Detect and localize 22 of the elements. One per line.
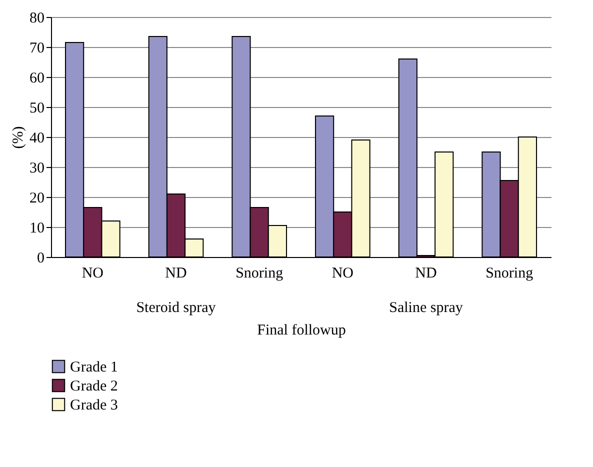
y-tick-label: 10 xyxy=(30,220,44,236)
text: Saline spray xyxy=(389,300,464,316)
y-tick-label: 20 xyxy=(30,190,44,206)
x-tick-label: NO xyxy=(82,266,104,282)
legend-label: Grade 1 xyxy=(70,360,118,376)
text: Steroid spray xyxy=(136,300,216,316)
y-tick-label: 30 xyxy=(30,160,44,176)
y-tick-label: 80 xyxy=(30,10,44,26)
y-tick-label: 40 xyxy=(30,130,44,146)
x-tick-label: ND xyxy=(165,266,187,282)
y-axis-title: (%) xyxy=(10,126,26,149)
legend-label: Grade 3 xyxy=(70,398,118,414)
y-tick-label: 50 xyxy=(30,100,44,116)
x-axis-title: Final followup xyxy=(257,322,346,338)
y-tick-label: 70 xyxy=(30,40,44,56)
y-tick-label: 0 xyxy=(37,250,44,266)
x-tick-label: Snoring xyxy=(236,266,284,282)
x-tick-label: Snoring xyxy=(486,266,534,282)
x-tick-label: NO xyxy=(332,266,354,282)
x-tick-label: ND xyxy=(415,266,437,282)
legend-label: Grade 2 xyxy=(70,378,118,394)
y-tick-label: 60 xyxy=(30,70,44,86)
